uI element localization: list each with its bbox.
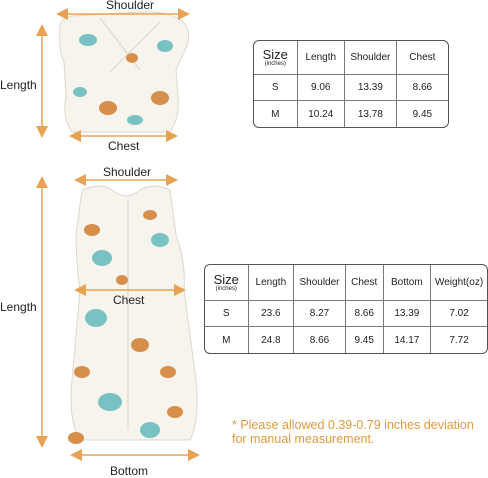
leaf-icon <box>157 40 173 52</box>
leaf-icon <box>140 422 160 438</box>
table-row: M 24.8 8.66 9.45 14.17 7.72 <box>205 327 487 353</box>
value-cell: 7.02 <box>431 301 487 327</box>
value-cell: 9.45 <box>412 108 433 120</box>
header-cell: Length <box>248 265 295 301</box>
tiger-icon <box>74 366 90 378</box>
header-cell: Chest <box>345 265 384 301</box>
value-cell: 14.17 <box>384 327 432 353</box>
leaf-icon <box>151 233 169 247</box>
bottom-label: Bottom <box>110 464 149 478</box>
table-row: S 9.06 13.39 8.66 <box>254 75 448 101</box>
header-cell: Length <box>297 41 346 75</box>
chest-label: Chest <box>108 139 140 153</box>
value-cell: 7.72 <box>449 334 469 346</box>
value-cell: 8.66 <box>345 301 384 327</box>
value-cell: 13.39 <box>345 75 397 101</box>
value-cell: 10.24 <box>298 101 346 127</box>
size-header: Size <box>262 46 288 62</box>
value-cell: 13.39 <box>383 301 432 327</box>
shoulder-label: Shoulder <box>106 0 155 12</box>
tiger-icon <box>116 275 128 285</box>
header-cell: Bottom <box>383 265 432 301</box>
header-cell: Chest <box>396 41 448 75</box>
size-header-cell: Size (inches) <box>254 41 298 75</box>
size-cell: S <box>254 75 298 101</box>
value-cell: 8.66 <box>294 327 346 353</box>
size-cell: M <box>254 101 298 127</box>
length-label: Length <box>0 300 37 314</box>
tiger-icon <box>84 224 100 236</box>
sleep-sack-image <box>68 185 198 444</box>
size-cell: M <box>205 327 249 353</box>
length-label: Length <box>0 78 37 92</box>
value-cell: 13.78 <box>345 101 397 127</box>
size-table-sleep-sack: Size (inches) Length Shoulder Chest Bott… <box>204 264 488 354</box>
value-cell: 9.45 <box>346 327 384 353</box>
leaf-icon <box>73 87 87 97</box>
leaf-icon <box>98 393 122 411</box>
value-cell: 24.8 <box>249 327 295 353</box>
header-cell: Shoulder <box>294 265 346 301</box>
size-header: Size <box>213 271 239 287</box>
leaf-icon <box>92 250 112 266</box>
header-cell: Shoulder <box>345 41 397 75</box>
value-cell: 8.66 <box>396 75 448 101</box>
measurement-note: * Please allowed 0.39-0.79 inches deviat… <box>232 418 474 446</box>
header-cell: Weight(oz) <box>431 265 487 301</box>
leaf-icon <box>127 115 143 125</box>
tiger-icon <box>68 432 84 444</box>
tiger-icon <box>143 210 157 220</box>
tiger-icon <box>99 101 117 115</box>
tiger-icon <box>167 406 183 418</box>
shoulder-label: Shoulder <box>103 165 152 179</box>
table-row: M 10.24 13.78 9.45 <box>254 101 448 127</box>
size-table-wrap: Size (inches) Length Shoulder Chest S 9.… <box>253 40 449 128</box>
chest-label: Chest <box>113 293 145 307</box>
swaddle-wrap-image <box>59 11 190 133</box>
tiger-icon <box>131 338 149 352</box>
tiger-icon <box>126 53 138 63</box>
table-row: S 23.6 8.27 8.66 13.39 7.02 <box>205 301 487 327</box>
leaf-icon <box>79 34 97 46</box>
value-cell: 8.27 <box>294 301 346 327</box>
unit-label: (inches) <box>215 285 237 292</box>
tiger-icon <box>151 91 169 105</box>
leaf-icon <box>85 309 107 327</box>
value-cell: 23.6 <box>248 301 295 327</box>
unit-label: (inches) <box>264 60 286 67</box>
value-cell: 9.06 <box>297 75 346 101</box>
tiger-icon <box>160 366 176 378</box>
size-header-cell: Size (inches) <box>205 265 249 301</box>
size-cell: S <box>205 301 249 327</box>
